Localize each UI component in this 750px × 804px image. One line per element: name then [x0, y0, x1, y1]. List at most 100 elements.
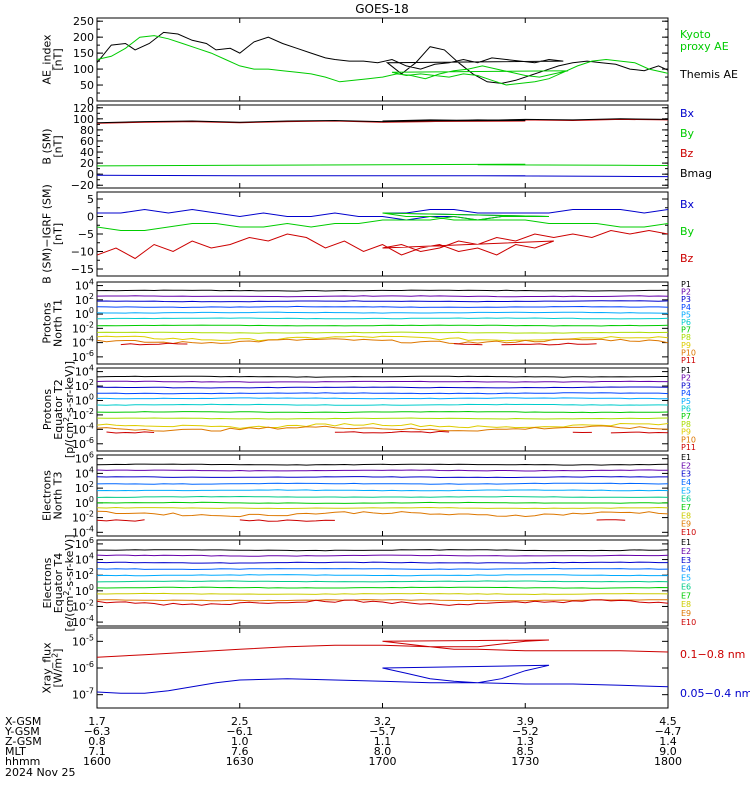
legend-entry: proxy AE — [680, 40, 729, 53]
series-line-0-1-0-8-nm — [97, 640, 750, 657]
series-line-p4 — [97, 306, 668, 307]
y-tick-label: 100 — [75, 495, 94, 510]
y-axis-label: [nT] — [52, 48, 65, 70]
series-line-e6 — [97, 497, 668, 498]
y-tick-label: 100 — [75, 583, 94, 598]
y-tick-label: 102 — [75, 480, 94, 495]
series-line-p11 — [739, 343, 750, 345]
series-line-p11 — [121, 343, 188, 344]
series-line-e9 — [97, 511, 668, 516]
series-line-p11 — [335, 431, 449, 433]
series-line-p1 — [97, 376, 668, 377]
series-line-p3 — [97, 301, 668, 302]
y-tick-label: 10-6 — [72, 660, 94, 675]
channel-label: P11 — [681, 356, 696, 365]
y-tick-label: 104 — [75, 552, 94, 567]
series-line-e1 — [97, 464, 668, 465]
series-line-e6 — [97, 581, 668, 582]
y-tick-label: −5 — [78, 228, 94, 241]
y-tick-label: 10-2 — [72, 320, 94, 335]
channel-label: E10 — [681, 618, 696, 627]
series-line-e10 — [597, 520, 626, 521]
panel-frame — [97, 540, 668, 626]
y-tick-label: 100 — [75, 306, 94, 321]
legend-entry: Bx — [680, 107, 695, 120]
y-tick-label: 200 — [73, 31, 94, 44]
channel-label: E4 — [681, 565, 691, 574]
series-line-p2 — [97, 381, 668, 382]
series-group — [97, 210, 750, 259]
series-line-e2 — [97, 555, 668, 556]
series-line-p11 — [107, 432, 155, 433]
series-line-e3 — [97, 562, 668, 563]
panel-frame — [97, 18, 668, 101]
x-axis-value: 1730 — [511, 755, 539, 768]
y-axis-label: [p/(cm2-s-sr-keV)] — [62, 361, 76, 458]
channel-label: E1 — [681, 538, 691, 547]
x-axis-value: 1630 — [226, 755, 254, 768]
y-tick-label: 10-4 — [72, 335, 94, 350]
series-line-p11 — [454, 344, 483, 345]
series-line-e4 — [97, 483, 668, 484]
y-tick-label: −20 — [71, 179, 94, 192]
series-group — [97, 32, 750, 85]
series-line-e8 — [97, 593, 668, 594]
series-line-e8 — [97, 508, 668, 509]
series-line-e7 — [97, 587, 668, 588]
series-group — [97, 118, 750, 178]
y-tick-label: 100 — [73, 63, 94, 76]
panel-frame — [97, 282, 668, 364]
series-line-e9 — [97, 600, 668, 601]
y-tick-label: 104 — [75, 364, 94, 379]
channel-label: E7 — [681, 591, 691, 600]
series-line-themis-ae — [97, 32, 750, 83]
channel-label: E2 — [681, 547, 691, 556]
x-axis-value: 1800 — [654, 755, 682, 768]
series-line-p3 — [97, 387, 668, 388]
legend-entry: Bz — [680, 252, 694, 265]
panel-frame — [97, 368, 668, 451]
y-tick-label: 10-7 — [72, 687, 94, 702]
legend-entry: By — [680, 225, 695, 238]
y-axis-label: [nT] — [52, 135, 65, 157]
y-tick-label: 0 — [87, 211, 94, 224]
y-tick-label: 102 — [75, 378, 94, 393]
series-line-p4 — [97, 393, 668, 394]
y-tick-label: 5 — [87, 193, 94, 206]
series-group — [97, 550, 668, 606]
y-axis-label: [e/(cm2-s-sr-keV)] — [62, 535, 76, 632]
series-line-e10 — [97, 520, 145, 521]
series-line-bx — [97, 175, 750, 178]
series-line-by — [97, 213, 750, 231]
series-line-e4 — [97, 568, 668, 569]
y-tick-label: 10-2 — [72, 510, 94, 525]
series-line-p5 — [97, 312, 668, 313]
date-label: 2024 Nov 25 — [5, 766, 75, 779]
y-tick-label: 106 — [75, 451, 94, 466]
series-line-p2 — [97, 296, 668, 297]
y-axis-label: North T3 — [52, 472, 65, 520]
series-line-p5 — [97, 398, 668, 399]
channel-label: E6 — [681, 582, 691, 591]
series-group — [97, 290, 750, 345]
legend-entry: Bx — [680, 198, 695, 211]
legend-entry: 0.1−0.8 nm — [680, 648, 745, 661]
y-axis-label: North T1 — [52, 299, 65, 347]
series-line-e5 — [97, 490, 668, 491]
y-tick-label: 50 — [80, 79, 94, 92]
y-axis-label: [W/m2] — [51, 649, 65, 688]
series-line-p1 — [97, 290, 668, 291]
y-tick-label: 106 — [75, 536, 94, 551]
channel-label: E3 — [681, 556, 691, 565]
x-axis-value: 1600 — [83, 755, 111, 768]
